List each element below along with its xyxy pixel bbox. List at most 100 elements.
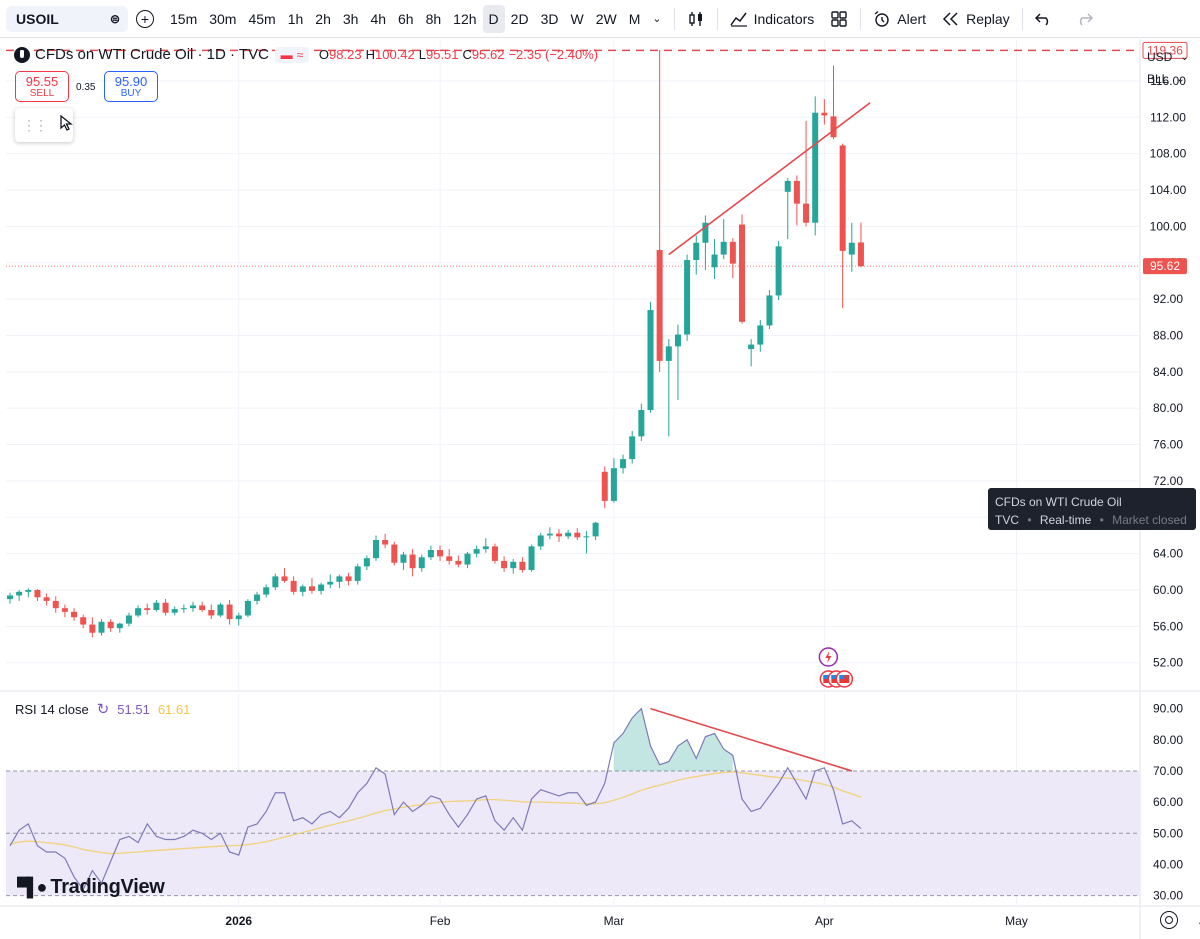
interval-12h[interactable]: 12h bbox=[453, 10, 477, 27]
candle[interactable] bbox=[254, 594, 261, 601]
candle[interactable] bbox=[674, 334, 681, 347]
interval-2d[interactable]: 2D bbox=[510, 10, 529, 27]
candle[interactable] bbox=[784, 180, 791, 192]
sell-button[interactable]: 95.55 SELL bbox=[15, 71, 69, 102]
interval-1h[interactable]: 1h bbox=[287, 10, 304, 27]
candle[interactable] bbox=[537, 535, 544, 547]
interval-3h[interactable]: 3h bbox=[342, 10, 359, 27]
interval-2h[interactable]: 2h bbox=[315, 10, 331, 27]
add-symbol-icon[interactable]: + bbox=[136, 9, 154, 28]
candle[interactable] bbox=[80, 617, 87, 625]
legend-chip[interactable]: ▬ ≈ bbox=[274, 46, 309, 63]
candle[interactable] bbox=[308, 586, 315, 591]
candle[interactable] bbox=[693, 242, 700, 260]
candle[interactable] bbox=[684, 260, 691, 335]
candle[interactable] bbox=[729, 241, 736, 264]
candle[interactable] bbox=[125, 615, 132, 624]
candle[interactable] bbox=[455, 560, 462, 565]
candle[interactable] bbox=[162, 602, 169, 613]
layouts-button[interactable] bbox=[824, 5, 854, 33]
undo-button[interactable] bbox=[1029, 5, 1059, 33]
alert-button[interactable]: Alert bbox=[867, 5, 932, 33]
candle[interactable] bbox=[665, 346, 672, 361]
candle[interactable] bbox=[629, 436, 636, 460]
candle[interactable] bbox=[464, 553, 471, 565]
buy-button[interactable]: 95.90 BUY bbox=[104, 71, 158, 102]
candle[interactable] bbox=[848, 242, 855, 255]
candle[interactable] bbox=[226, 604, 233, 620]
unit-select[interactable]: BLL ⌄ bbox=[1147, 72, 1185, 86]
candle[interactable] bbox=[71, 611, 78, 618]
candle[interactable] bbox=[711, 254, 718, 268]
drawing-tool-pill[interactable]: ⋮⋮ bbox=[15, 108, 73, 142]
candle[interactable] bbox=[244, 600, 251, 616]
candle[interactable] bbox=[290, 580, 297, 592]
candle[interactable] bbox=[418, 557, 425, 569]
candle[interactable] bbox=[180, 608, 187, 610]
symbol-search[interactable]: USOIL ⊜ bbox=[6, 5, 128, 32]
candle[interactable] bbox=[482, 546, 489, 550]
candle[interactable] bbox=[720, 241, 727, 255]
candle[interactable] bbox=[153, 602, 160, 610]
candle[interactable] bbox=[363, 558, 370, 567]
candle[interactable] bbox=[610, 468, 617, 501]
candle[interactable] bbox=[272, 576, 279, 588]
candle[interactable] bbox=[601, 471, 608, 501]
candle[interactable] bbox=[839, 145, 846, 251]
candle[interactable] bbox=[373, 540, 379, 559]
candle[interactable] bbox=[556, 533, 562, 537]
candle[interactable] bbox=[702, 222, 709, 243]
candle[interactable] bbox=[501, 560, 508, 569]
cursor-arrow-icon[interactable] bbox=[60, 114, 74, 136]
interval-30m[interactable]: 30m bbox=[209, 10, 237, 27]
candle[interactable] bbox=[446, 556, 453, 561]
candle[interactable] bbox=[491, 546, 498, 561]
candle[interactable] bbox=[52, 600, 59, 609]
candle[interactable] bbox=[116, 623, 123, 629]
candle[interactable] bbox=[400, 554, 407, 563]
candle[interactable] bbox=[263, 587, 270, 595]
interval-45m[interactable]: 45m bbox=[248, 10, 276, 27]
currency-select[interactable]: USD ⌄ bbox=[1147, 50, 1189, 64]
candle[interactable] bbox=[757, 325, 764, 345]
candle[interactable] bbox=[656, 250, 663, 361]
candle[interactable] bbox=[61, 608, 68, 612]
candle[interactable] bbox=[299, 586, 306, 592]
candle[interactable] bbox=[592, 522, 599, 537]
candle[interactable] bbox=[199, 605, 206, 610]
candle[interactable] bbox=[620, 459, 627, 469]
candle-style-icon[interactable] bbox=[681, 5, 711, 33]
interval-m[interactable]: M bbox=[628, 10, 641, 27]
candle[interactable] bbox=[34, 590, 41, 598]
candle[interactable] bbox=[7, 595, 13, 600]
candle[interactable] bbox=[171, 609, 178, 613]
candle[interactable] bbox=[208, 610, 215, 616]
candle[interactable] bbox=[583, 536, 590, 538]
replay-button[interactable]: Replay bbox=[936, 5, 1016, 33]
interval-4h[interactable]: 4h bbox=[370, 10, 387, 27]
interval-6h[interactable]: 6h bbox=[398, 10, 414, 27]
candle[interactable] bbox=[565, 532, 572, 537]
candle[interactable] bbox=[327, 581, 334, 585]
candle[interactable] bbox=[647, 310, 654, 410]
indicators-button[interactable]: Indicators bbox=[724, 5, 821, 33]
candle[interactable] bbox=[473, 549, 480, 554]
candle[interactable] bbox=[546, 533, 553, 536]
candle[interactable] bbox=[821, 112, 828, 116]
interval-dropdown-icon[interactable]: ⌄ bbox=[652, 13, 662, 25]
candle[interactable] bbox=[345, 576, 352, 581]
candle[interactable] bbox=[766, 295, 773, 326]
candle[interactable] bbox=[382, 540, 389, 545]
candle[interactable] bbox=[98, 621, 105, 633]
refresh-icon[interactable]: ↻ bbox=[96, 701, 110, 718]
candle[interactable] bbox=[812, 112, 819, 223]
candle[interactable] bbox=[89, 624, 96, 633]
interval-w[interactable]: W bbox=[570, 10, 584, 27]
interval-d[interactable]: D bbox=[482, 4, 505, 33]
interval-15m[interactable]: 15m bbox=[170, 10, 198, 27]
candle[interactable] bbox=[107, 621, 114, 629]
interval-8h[interactable]: 8h bbox=[425, 10, 442, 27]
drag-handle-icon[interactable]: ⋮⋮ bbox=[22, 116, 48, 133]
interval-2w[interactable]: 2W bbox=[595, 10, 617, 27]
candle[interactable] bbox=[748, 344, 755, 350]
